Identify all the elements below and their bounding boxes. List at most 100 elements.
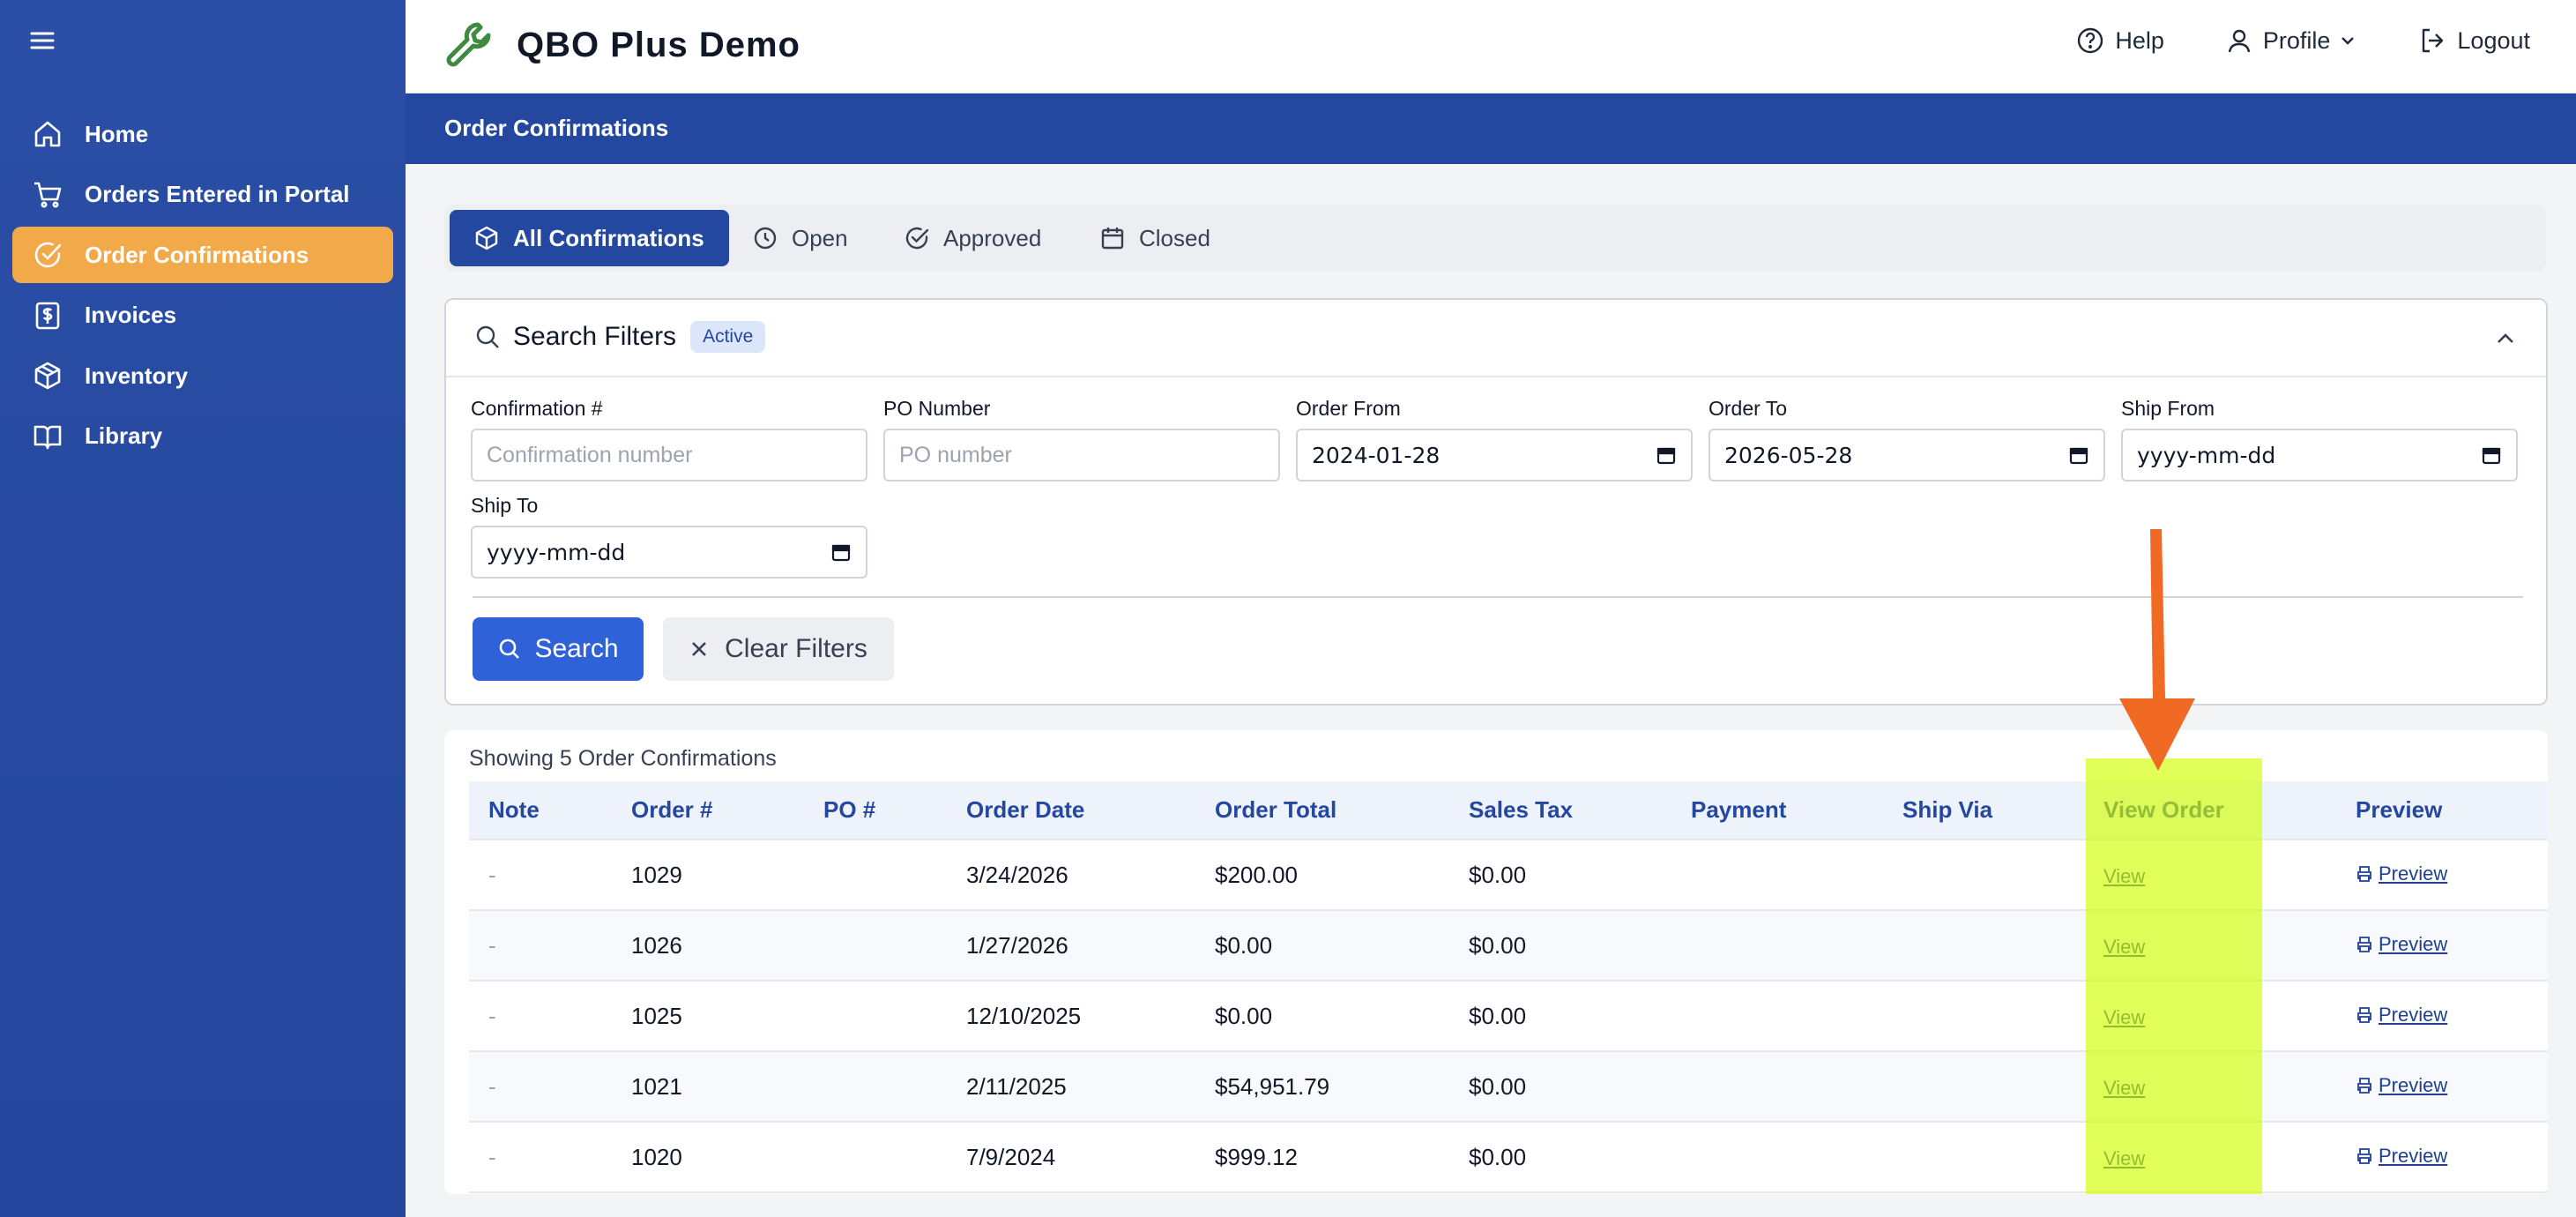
search-filters-header[interactable]: Search Filters Active (446, 300, 2546, 377)
column-header[interactable]: Order Date (947, 781, 1195, 840)
preview-link[interactable]: Preview (2356, 1004, 2447, 1027)
brand[interactable]: QBO Plus Demo (444, 19, 800, 71)
order-total-cell: $0.00 (1215, 931, 1273, 959)
calendar-icon[interactable] (2481, 444, 2502, 466)
payment-cell (1671, 840, 1883, 910)
view-order-link[interactable]: View (2103, 864, 2146, 887)
ship-to-input[interactable]: yyyy-mm-dd (471, 526, 867, 579)
column-header[interactable]: Ship Via (1883, 781, 2084, 840)
page-title: Order Confirmations (444, 115, 669, 141)
ship-via-cell (1883, 910, 2084, 981)
order-from-field: Order From 2024-01-28 (1296, 397, 1693, 482)
calendar-icon[interactable] (1656, 444, 1677, 466)
order-date-cell: 12/10/2025 (966, 1002, 1082, 1029)
column-header[interactable]: Payment (1671, 781, 1883, 840)
order-number-cell: 1021 (631, 1072, 682, 1100)
tab-all-confirmations[interactable]: All Confirmations (450, 210, 729, 266)
chevron-up-icon[interactable] (2491, 325, 2520, 353)
date-value: 2026-05-28 (1724, 442, 1853, 468)
order-total-cell: $200.00 (1215, 861, 1298, 888)
view-order-link[interactable]: View (2103, 935, 2146, 958)
po-cell (804, 840, 947, 910)
sidebar-item-library[interactable]: Library (12, 408, 393, 465)
search-filters-panel: Search Filters Active Confirmation # Con… (444, 298, 2548, 706)
view-order-cell: View (2084, 910, 2336, 981)
column-header[interactable]: Sales Tax (1449, 781, 1671, 840)
column-header[interactable]: PO # (804, 781, 947, 840)
order-from-input[interactable]: 2024-01-28 (1296, 429, 1693, 482)
sidebar-item-order-confirmations[interactable]: Order Confirmations (12, 227, 393, 283)
search-filters-title: Search Filters (513, 322, 677, 351)
search-button[interactable]: Search (473, 617, 644, 681)
view-order-link[interactable]: View (2103, 1076, 2146, 1099)
tab-bar: All Confirmations Open Approved Closed (444, 205, 2546, 272)
date-value: yyyy-mm-dd (2137, 442, 2276, 468)
column-header[interactable]: Order Total (1195, 781, 1449, 840)
order-number-cell: 1029 (631, 861, 682, 888)
confirmation-number-input[interactable]: Confirmation number (471, 429, 867, 482)
sidebar-item-orders-entered[interactable]: Orders Entered in Portal (12, 167, 393, 223)
logout-icon (2423, 28, 2444, 53)
sidebar-item-label: Invoices (85, 302, 177, 328)
preview-label: Preview (2379, 1003, 2448, 1026)
preview-cell: Preview (2336, 910, 2548, 981)
preview-link[interactable]: Preview (2356, 1145, 2447, 1168)
view-order-cell: View (2084, 840, 2336, 910)
tab-approved[interactable]: Approved (880, 210, 1066, 266)
results-panel: Showing 5 Order Confirmations Note Order… (444, 730, 2548, 1194)
order-to-input[interactable]: 2026-05-28 (1709, 429, 2105, 482)
preview-label: Preview (2379, 1073, 2448, 1096)
ship-via-cell (1883, 1051, 2084, 1122)
sales-tax-cell: $0.00 (1469, 1072, 1527, 1100)
tab-label: All Confirmations (513, 224, 704, 251)
top-bar: QBO Plus Demo Help Profile Logout (406, 0, 2576, 93)
field-label: Order To (1709, 397, 1788, 420)
payment-cell (1671, 1051, 1883, 1122)
preview-label: Preview (2379, 862, 2448, 885)
order-total-cell: $54,951.79 (1215, 1072, 1330, 1100)
clear-filters-button[interactable]: Clear Filters (663, 617, 894, 681)
menu-icon[interactable] (26, 25, 58, 56)
po-cell (804, 1122, 947, 1192)
po-number-input[interactable]: PO number (883, 429, 1280, 482)
table-row: - 1025 12/10/2025 $0.00 $0.00 View Previ… (469, 981, 2548, 1051)
preview-link[interactable]: Preview (2356, 933, 2447, 956)
logout-button[interactable]: Logout (2418, 26, 2530, 55)
ship-from-input[interactable]: yyyy-mm-dd (2121, 429, 2518, 482)
page-header: Order Confirmations (406, 93, 2576, 164)
view-order-cell: View (2084, 1122, 2336, 1192)
profile-menu[interactable]: Profile (2226, 27, 2357, 55)
column-header[interactable]: Preview (2336, 781, 2548, 840)
column-header[interactable]: Note (469, 781, 612, 840)
view-order-link[interactable]: View (2103, 1005, 2146, 1028)
sidebar-item-invoices[interactable]: Invoices (12, 287, 393, 344)
order-date-cell: 7/9/2024 (966, 1143, 1056, 1170)
top-actions: Help Profile Logout (2014, 26, 2530, 55)
payment-cell (1671, 910, 1883, 981)
payment-cell (1671, 1122, 1883, 1192)
preview-label: Preview (2379, 932, 2448, 955)
help-button[interactable]: Help (2076, 26, 2164, 55)
clock-icon (754, 227, 777, 250)
tab-closed[interactable]: Closed (1076, 210, 1235, 266)
po-cell (804, 1051, 947, 1122)
note-cell: - (488, 1002, 496, 1029)
field-label: Confirmation # (471, 397, 603, 420)
date-value: yyyy-mm-dd (487, 539, 626, 565)
preview-link[interactable]: Preview (2356, 862, 2447, 885)
calendar-icon[interactable] (830, 541, 852, 563)
sidebar-item-inventory[interactable]: Inventory (12, 347, 393, 404)
ship-via-cell (1883, 840, 2084, 910)
view-order-link[interactable]: View (2103, 1146, 2146, 1169)
preview-link[interactable]: Preview (2356, 1074, 2447, 1097)
divider (473, 596, 2523, 598)
sidebar-item-label: Orders Entered in Portal (85, 181, 350, 207)
close-icon (692, 642, 707, 656)
tab-open[interactable]: Open (728, 210, 873, 266)
column-header[interactable]: Order # (612, 781, 804, 840)
calendar-icon[interactable] (2068, 444, 2089, 466)
order-date-cell: 1/27/2026 (966, 931, 1068, 959)
tab-label: Closed (1139, 224, 1210, 251)
column-header[interactable]: View Order (2084, 781, 2336, 840)
sidebar-item-home[interactable]: Home (12, 106, 393, 162)
